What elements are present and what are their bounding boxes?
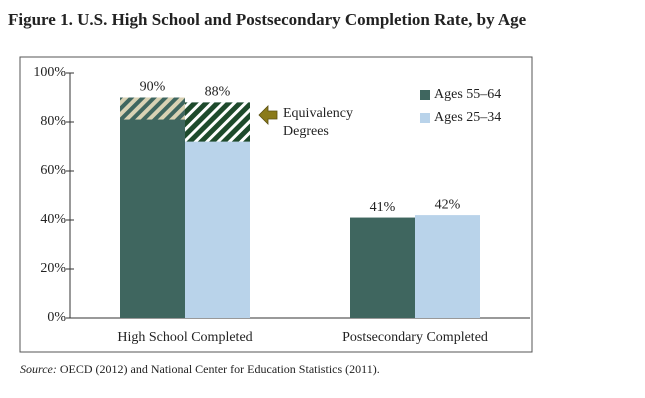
y-tick-label: 0% [47,310,66,325]
legend-label: Ages 25–34 [434,110,501,125]
chart-title: Figure 1. U.S. High School and Postsecon… [8,10,527,29]
source-label: Source: [20,362,57,376]
equivalency-segment [120,97,185,120]
x-tick-label: Postsecondary Completed [342,330,488,345]
y-tick-label: 100% [33,65,66,80]
bar [415,215,480,318]
y-tick-label: 20% [40,261,66,276]
legend-swatch [420,113,430,123]
annotation: Equivalency [283,106,353,121]
value-label: 41% [370,200,396,215]
value-label: 88% [205,85,231,100]
chart-frame [19,56,533,353]
x-tick-label: High School Completed [117,330,252,345]
bar [120,97,185,318]
source-text: OECD (2012) and National Center for Educ… [60,362,380,376]
bar [350,217,415,318]
legend-label: Ages 55–64 [434,87,501,102]
value-label: 42% [435,197,461,212]
legend-swatch [420,90,430,100]
annotation-arrow [258,105,278,125]
equivalency-segment [185,102,250,142]
source: Source: OECD (2012) and National Center … [20,362,380,376]
y-tick-label: 40% [40,212,66,227]
y-tick-label: 80% [40,114,66,129]
annotation: Degrees [283,124,329,139]
value-label: 90% [140,80,166,95]
y-tick-label: 60% [40,163,66,178]
